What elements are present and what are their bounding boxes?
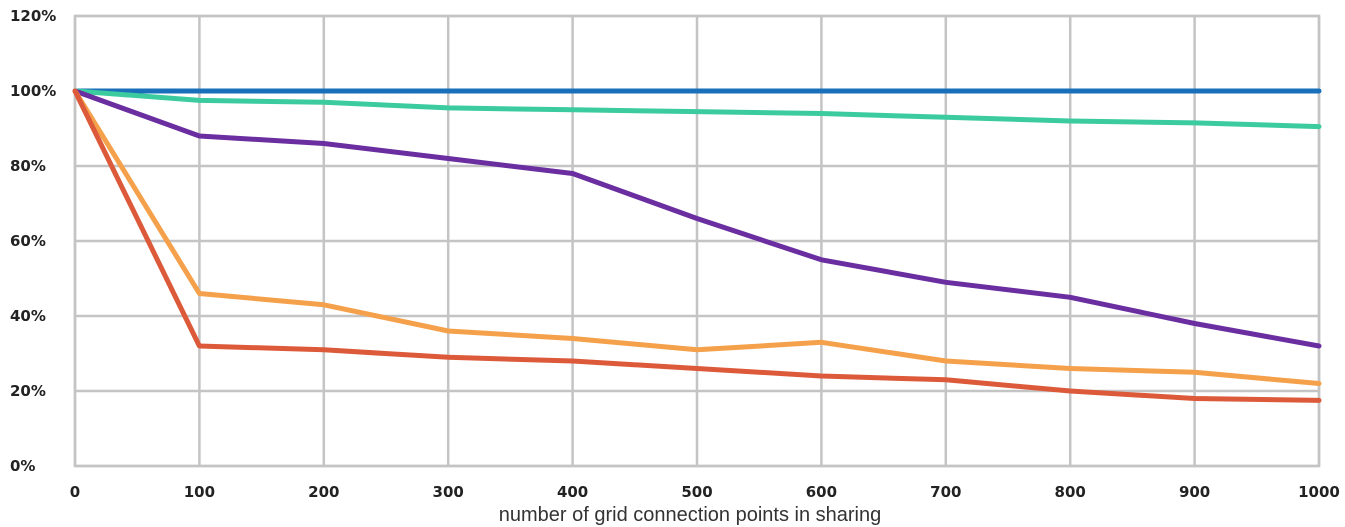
series-line-2 bbox=[72, 88, 1322, 130]
grid bbox=[73, 14, 1321, 468]
x-tick-label: 1000 bbox=[1298, 483, 1340, 501]
y-axis-ticks: 0% 20% 40% 60% 80% 100% 120% bbox=[10, 7, 56, 475]
x-axis-ticks: 0 100 200 300 400 500 600 700 800 900 1000 bbox=[70, 483, 1340, 501]
y-tick-label: 20% bbox=[10, 382, 46, 400]
x-tick-label: 0 bbox=[70, 483, 80, 501]
series-line-5 bbox=[72, 88, 1322, 403]
y-tick-label: 40% bbox=[10, 307, 46, 325]
series-line-4 bbox=[72, 88, 1322, 386]
x-tick-label: 700 bbox=[930, 483, 961, 501]
x-tick-label: 500 bbox=[681, 483, 712, 501]
plot-frame bbox=[73, 14, 1321, 468]
x-tick-label: 600 bbox=[806, 483, 837, 501]
series-line-3 bbox=[72, 88, 1322, 349]
series-group bbox=[72, 88, 1322, 403]
x-tick-label: 100 bbox=[184, 483, 215, 501]
x-tick-label: 800 bbox=[1055, 483, 1086, 501]
x-tick-label: 200 bbox=[308, 483, 339, 501]
y-tick-label: 60% bbox=[10, 232, 46, 250]
y-tick-label: 80% bbox=[10, 157, 46, 175]
y-tick-label: 120% bbox=[10, 7, 56, 25]
x-tick-label: 300 bbox=[433, 483, 464, 501]
y-tick-label: 0% bbox=[10, 457, 35, 475]
x-tick-label: 400 bbox=[557, 483, 588, 501]
y-tick-label: 100% bbox=[10, 82, 56, 100]
x-axis-label: number of grid connection points in shar… bbox=[499, 504, 881, 526]
x-tick-label: 900 bbox=[1179, 483, 1210, 501]
